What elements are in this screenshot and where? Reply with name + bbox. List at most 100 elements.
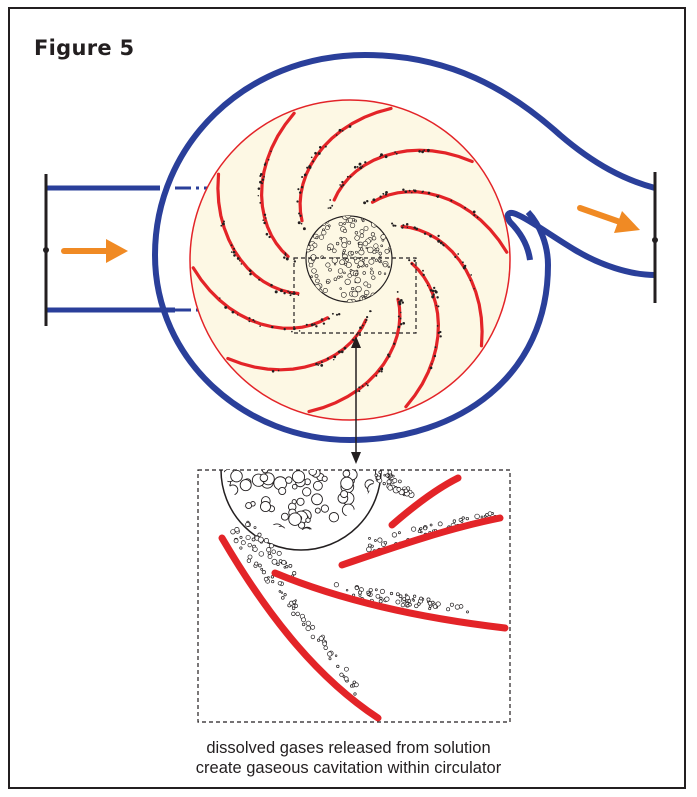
gas-bubble <box>321 475 328 482</box>
gas-bubble <box>374 588 378 592</box>
gas-bubble <box>342 251 345 254</box>
gas-bubble <box>335 313 339 316</box>
gas-bubble <box>379 596 383 600</box>
gas-bubble <box>293 260 296 263</box>
gas-bubble <box>417 529 422 534</box>
gas-bubble <box>257 195 259 197</box>
gas-bubble <box>331 257 338 264</box>
gas-bubble <box>224 305 228 309</box>
gas-bubble <box>370 310 372 312</box>
gas-bubble <box>247 542 252 548</box>
gas-bubble <box>426 597 431 602</box>
gas-bubble <box>311 493 323 506</box>
gas-bubble <box>354 272 358 276</box>
gas-bubble <box>328 267 332 272</box>
gas-bubble <box>310 156 313 159</box>
gas-bubble <box>254 321 256 323</box>
gas-bubble <box>371 236 377 241</box>
gas-bubble <box>391 532 397 538</box>
gas-bubble <box>457 253 460 255</box>
gas-bubble <box>370 232 375 237</box>
gas-bubble <box>362 271 366 275</box>
gas-bubble <box>365 319 368 321</box>
gas-bubble <box>340 275 343 278</box>
gas-bubble <box>366 200 368 202</box>
gas-bubble <box>284 252 287 255</box>
gas-bubble <box>312 480 323 491</box>
gas-bubble <box>263 176 265 178</box>
gas-bubble <box>352 338 355 342</box>
gas-bubble <box>245 502 253 510</box>
gas-bubble <box>450 199 453 202</box>
gas-bubble <box>405 222 409 226</box>
gas-bubble <box>379 255 382 258</box>
gas-bubble <box>276 550 282 556</box>
gas-bubble <box>406 604 410 608</box>
gas-bubble <box>378 259 381 263</box>
gas-bubble <box>429 523 433 527</box>
gas-bubble <box>263 163 267 166</box>
gas-bubble <box>332 248 337 254</box>
gas-bubble <box>394 224 397 227</box>
impeller-bubbles <box>219 125 479 394</box>
gas-bubble <box>466 610 469 614</box>
gas-bubble <box>393 342 396 345</box>
gas-bubble <box>375 593 381 599</box>
gas-bubble <box>361 165 364 168</box>
gas-bubble <box>322 287 328 293</box>
gas-bubble <box>239 546 243 550</box>
gas-bubble <box>317 152 321 155</box>
gas-bubble <box>271 580 275 584</box>
gas-bubble <box>328 317 331 320</box>
gas-bubble <box>474 513 480 520</box>
gas-bubble <box>251 537 256 542</box>
gas-bubble <box>253 526 257 529</box>
gas-bubble <box>395 592 400 597</box>
gas-bubble <box>267 554 273 559</box>
gas-bubble <box>268 235 271 239</box>
gas-bubble <box>353 692 357 696</box>
gas-bubble <box>358 333 362 337</box>
gas-bubble <box>383 272 387 275</box>
gas-bubble <box>327 651 333 657</box>
gas-bubble <box>435 304 438 307</box>
gas-bubble <box>267 576 270 579</box>
gas-bubble <box>301 175 304 179</box>
gas-bubble <box>380 153 383 157</box>
gas-bubble <box>396 290 399 293</box>
gas-bubble <box>318 363 320 365</box>
gas-bubble <box>326 280 330 285</box>
gas-bubble <box>342 184 345 187</box>
gas-bubble <box>367 246 374 254</box>
gas-bubble <box>231 310 235 314</box>
gas-bubble <box>407 599 412 603</box>
gas-bubble <box>389 356 391 358</box>
gas-bubble <box>361 324 364 327</box>
gas-bubble <box>434 289 437 293</box>
gas-bubble <box>400 323 403 326</box>
gas-bubble <box>263 213 267 216</box>
gas-bubble <box>380 370 383 373</box>
gas-bubble <box>262 219 265 222</box>
gas-bubble <box>310 624 316 630</box>
gas-bubble <box>374 473 378 477</box>
gas-bubble <box>449 602 454 607</box>
impeller-vane <box>400 224 484 348</box>
caption-line-2: create gaseous cavitation within circula… <box>195 759 502 777</box>
gas-bubble <box>375 374 378 377</box>
gas-bubble <box>233 538 239 544</box>
gas-bubble <box>261 470 269 474</box>
gas-bubble <box>338 221 343 227</box>
gas-bubble <box>387 353 390 357</box>
gas-bubble <box>246 558 252 563</box>
gas-bubble <box>338 128 342 132</box>
gas-bubble <box>236 257 240 260</box>
gas-bubble <box>439 241 443 245</box>
gas-bubble <box>383 541 388 545</box>
gas-bubble <box>473 287 475 290</box>
figure-border <box>8 7 686 789</box>
gas-bubble <box>353 256 358 261</box>
gas-bubble <box>340 292 347 298</box>
gas-bubble <box>230 251 233 253</box>
